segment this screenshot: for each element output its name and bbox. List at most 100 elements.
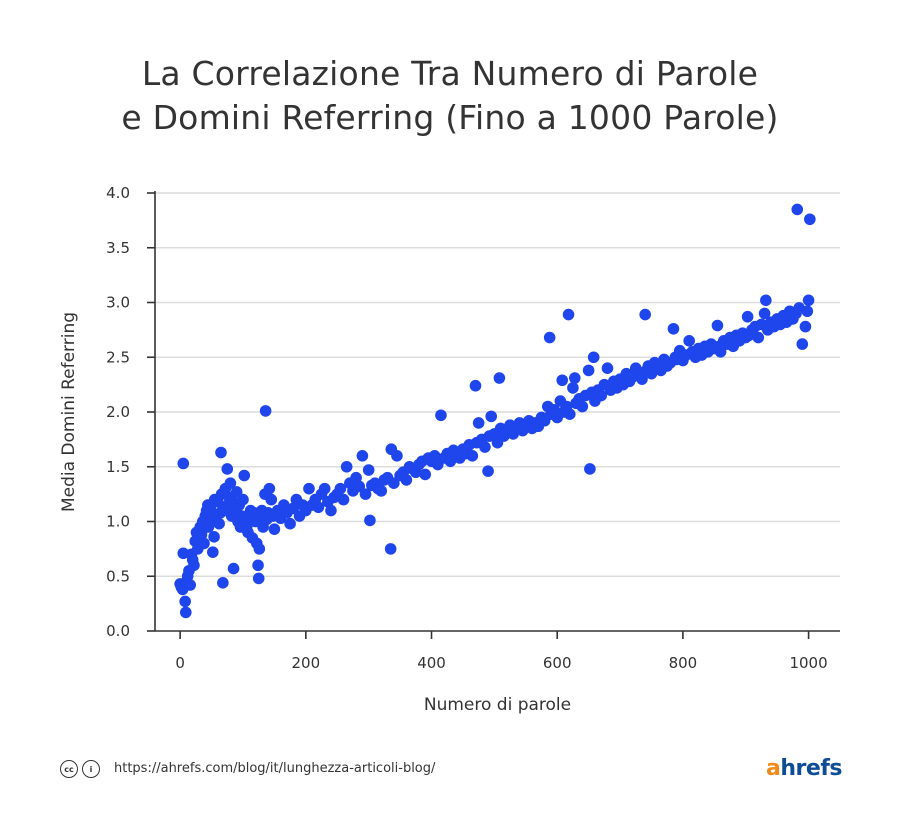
- source-url[interactable]: https://ahrefs.com/blog/it/lunghezza-art…: [114, 761, 436, 776]
- scatter-point: [263, 482, 276, 495]
- y-tick-label: 4.0: [106, 184, 130, 202]
- scatter-point: [419, 468, 432, 481]
- scatter-point: [353, 480, 366, 493]
- scatter-point: [350, 471, 362, 484]
- footer: cc i https://ahrefs.com/blog/it/lunghezz…: [60, 756, 842, 784]
- scatter-point: [362, 464, 375, 476]
- x-tick-label: 800: [669, 654, 698, 672]
- scatter-point: [325, 504, 337, 517]
- scatter-point: [179, 595, 191, 608]
- scatter-point: [802, 294, 815, 307]
- scatter-point: [384, 543, 397, 555]
- scatter-point: [601, 362, 614, 375]
- y-axis-label: Media Domini Referring: [59, 312, 79, 512]
- scatter-point: [796, 338, 809, 350]
- scatter-point: [388, 477, 400, 489]
- scatter-point: [364, 514, 376, 527]
- scatter-point: [284, 517, 296, 530]
- scatter-point: [230, 486, 243, 498]
- scatter-point: [582, 364, 595, 377]
- scatter-point: [312, 501, 325, 514]
- scatter-point: [318, 482, 331, 495]
- scatter-point: [177, 457, 190, 470]
- scatter-point: [213, 517, 225, 530]
- scatter-point: [337, 493, 350, 506]
- scatter-point: [184, 579, 196, 591]
- ahrefs-logo[interactable]: ahrefs: [766, 756, 842, 781]
- scatter-point: [683, 335, 695, 347]
- scatter-point: [252, 572, 265, 585]
- scatter-point: [493, 372, 506, 384]
- x-tick-label: 1000: [789, 654, 827, 672]
- y-tick-label: 3.5: [106, 239, 130, 257]
- scatter-point: [188, 559, 200, 572]
- scatter-point: [799, 320, 812, 333]
- scatter-point: [259, 405, 272, 417]
- y-tick-label: 1.5: [106, 458, 130, 476]
- scatter-point: [400, 474, 413, 486]
- scatter-point: [227, 562, 240, 575]
- scatter-point: [237, 493, 249, 506]
- scatter-point: [340, 460, 353, 473]
- scatter-point: [714, 345, 727, 358]
- scatter-point: [221, 463, 234, 475]
- y-tick-label: 0.5: [106, 567, 130, 585]
- scatter-point: [215, 446, 227, 459]
- scatter-point: [469, 379, 482, 392]
- by-icon[interactable]: i: [82, 760, 100, 778]
- scatter-point: [356, 450, 369, 462]
- scatter-point: [195, 528, 208, 541]
- scatter-point: [252, 559, 264, 572]
- y-tick-label: 2.5: [106, 348, 130, 366]
- scatter-point: [576, 400, 589, 413]
- scatter-point: [667, 322, 680, 335]
- scatter-point: [587, 351, 600, 364]
- scatter-point: [482, 465, 494, 477]
- scatter-point: [198, 537, 210, 550]
- scatter-point: [584, 463, 596, 475]
- x-tick-label: 0: [175, 654, 185, 672]
- scatter-point: [556, 374, 569, 387]
- x-axis-label: Numero di parole: [424, 695, 571, 715]
- y-tick-label: 0.0: [106, 622, 130, 640]
- scatter-point: [479, 441, 491, 453]
- y-tick-label: 3.0: [106, 294, 130, 312]
- scatter-point: [472, 417, 485, 429]
- x-tick-label: 600: [543, 654, 572, 672]
- scatter-point: [359, 488, 372, 500]
- scatter-point: [636, 373, 648, 385]
- scatter-point: [224, 477, 237, 489]
- scatter-point: [543, 331, 556, 344]
- logo-rest: hrefs: [780, 756, 842, 781]
- scatter-point: [466, 450, 479, 462]
- scatter-point: [391, 450, 403, 462]
- scatter-point: [758, 307, 771, 320]
- scatter-point: [567, 382, 579, 394]
- scatter-point: [741, 310, 754, 323]
- scatter-point: [791, 203, 804, 216]
- scatter-point: [595, 389, 607, 402]
- scatter-point: [804, 213, 816, 226]
- scatter-point: [801, 305, 814, 318]
- scatter-point: [711, 319, 724, 332]
- scatter-point: [208, 531, 220, 543]
- scatter-point: [428, 450, 441, 462]
- scatter-point: [238, 469, 251, 482]
- scatter-point: [752, 331, 765, 344]
- scatter-point: [265, 493, 278, 506]
- scatter-point: [334, 482, 347, 495]
- scatter-point: [268, 523, 281, 535]
- scatter-point: [435, 409, 447, 422]
- scatter-point: [562, 308, 575, 321]
- scatter-point: [217, 577, 229, 589]
- chart-title-line1: La Correlazione Tra Numero di Parole: [141, 54, 759, 93]
- scatter-point: [287, 502, 300, 515]
- scatter-point: [204, 502, 217, 515]
- y-tick-label: 2.0: [106, 403, 130, 421]
- scatter-point: [760, 294, 772, 307]
- logo-a: a: [766, 756, 781, 781]
- scatter-point: [303, 482, 315, 495]
- cc-icon[interactable]: cc: [60, 760, 78, 778]
- scatter-point: [485, 410, 498, 423]
